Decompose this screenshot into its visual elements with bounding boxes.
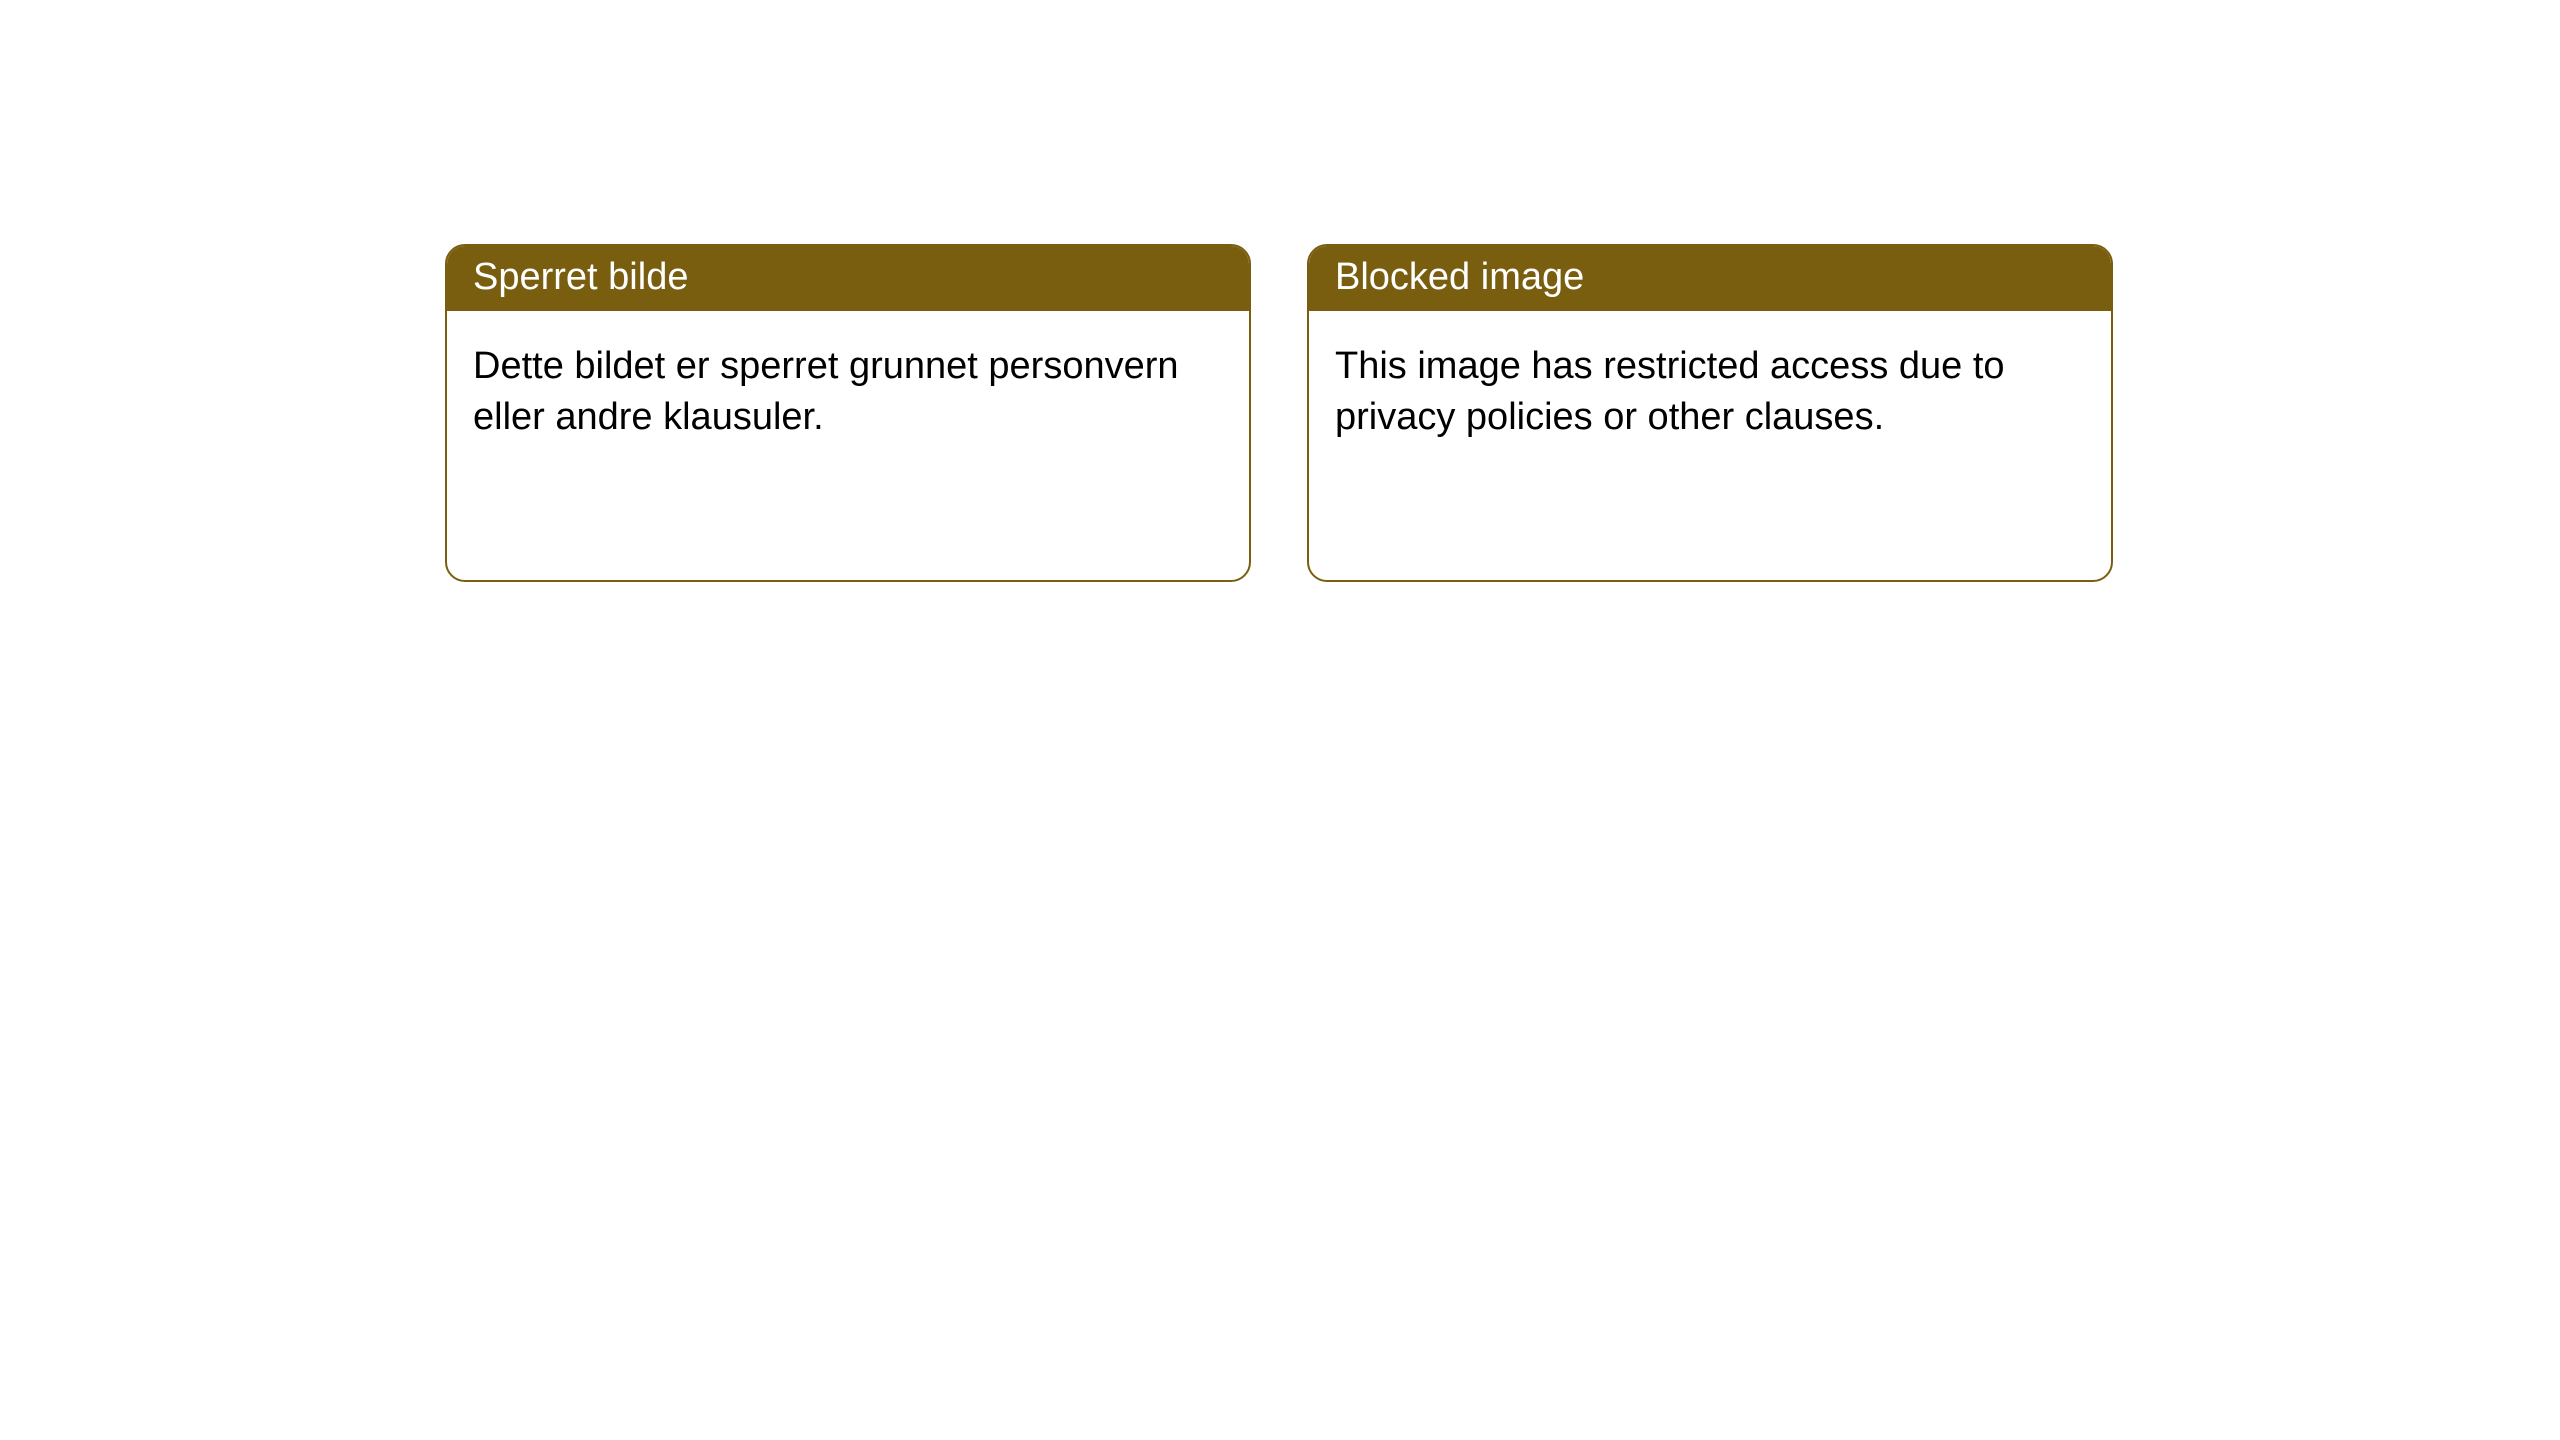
card-header: Sperret bilde bbox=[447, 246, 1249, 311]
notice-card-norwegian: Sperret bilde Dette bildet er sperret gr… bbox=[445, 244, 1251, 582]
card-body-text: This image has restricted access due to … bbox=[1335, 345, 2005, 438]
card-title: Sperret bilde bbox=[473, 256, 688, 298]
card-header: Blocked image bbox=[1309, 246, 2111, 311]
card-body: Dette bildet er sperret grunnet personve… bbox=[447, 311, 1249, 474]
card-body: This image has restricted access due to … bbox=[1309, 311, 2111, 474]
notice-card-english: Blocked image This image has restricted … bbox=[1307, 244, 2113, 582]
notice-cards-container: Sperret bilde Dette bildet er sperret gr… bbox=[0, 0, 2560, 582]
card-title: Blocked image bbox=[1335, 256, 1584, 298]
card-body-text: Dette bildet er sperret grunnet personve… bbox=[473, 345, 1179, 438]
